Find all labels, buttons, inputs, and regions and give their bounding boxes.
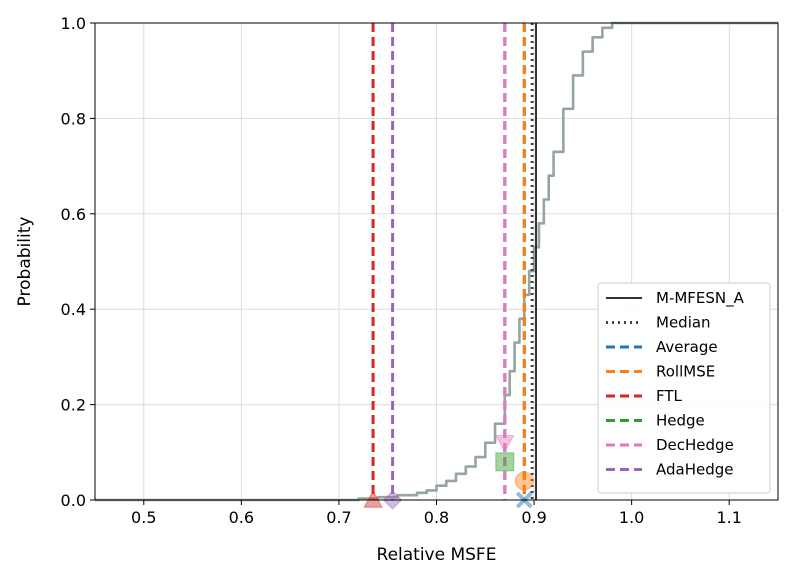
y-tick-label: 0.6 xyxy=(61,205,86,224)
x-tick-label: 1.1 xyxy=(716,508,741,527)
x-tick-label: 0.9 xyxy=(521,508,546,527)
legend-label: Median xyxy=(656,314,711,332)
y-tick-label: 0.4 xyxy=(61,300,86,319)
legend-label: RollMSE xyxy=(656,363,715,381)
marker-rollmse xyxy=(514,471,534,491)
x-tick-label: 1.0 xyxy=(619,508,644,527)
y-axis-label: Probability xyxy=(15,217,35,307)
legend-label: DecHedge xyxy=(656,436,734,454)
legend: M-MFESN_A Median Average RollMSE FTL Hedge Dec… xyxy=(597,282,771,494)
x-tick-label: 0.7 xyxy=(326,508,351,527)
legend-box xyxy=(597,282,771,494)
plot-area xyxy=(95,21,778,510)
x-tick-label: 0.8 xyxy=(424,508,449,527)
y-axis-ticks: 0.0 0.2 0.4 0.6 0.8 1.0 xyxy=(61,14,95,510)
ecdf-line xyxy=(95,21,778,502)
legend-label: Average xyxy=(656,338,718,356)
y-tick-label: 0.0 xyxy=(61,491,86,510)
legend-label: AdaHedge xyxy=(656,461,734,479)
legend-label: Hedge xyxy=(656,412,705,430)
legend-label: FTL xyxy=(656,387,683,405)
y-tick-label: 1.0 xyxy=(61,14,86,33)
x-tick-label: 0.6 xyxy=(229,508,254,527)
legend-label: M-MFESN_A xyxy=(656,289,745,308)
marker-ftl xyxy=(363,489,383,508)
x-axis-label: Relative MSFE xyxy=(377,545,497,565)
y-tick-label: 0.2 xyxy=(61,396,86,415)
marker-hedge xyxy=(495,452,515,472)
y-tick-label: 0.8 xyxy=(61,109,86,128)
x-tick-label: 0.5 xyxy=(131,508,156,527)
marker-dechedge xyxy=(494,435,515,453)
x-axis-ticks: 0.5 0.6 0.7 0.8 0.9 1.0 1.1 xyxy=(131,500,742,527)
